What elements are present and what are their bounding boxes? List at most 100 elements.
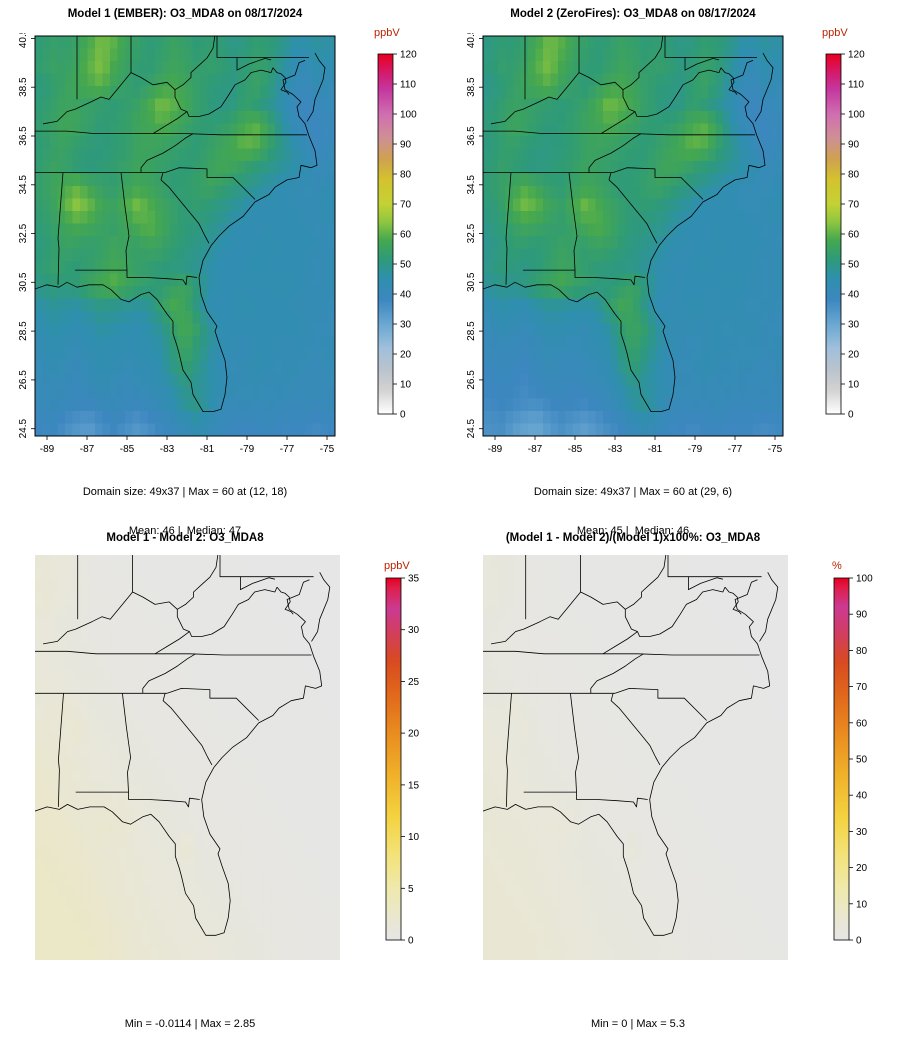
svg-text:50: 50 <box>400 260 412 271</box>
svg-text:32.5: 32.5 <box>466 223 477 243</box>
df-map-svg <box>35 555 340 960</box>
x-axis: -89 -87 -85 -83 -81 -79 -77 -75 <box>40 436 335 455</box>
caption-line2: Mean: 46 | Median: 47 <box>128 525 242 537</box>
state-outlines <box>35 36 326 412</box>
colorbar-gradient <box>385 577 402 941</box>
m1-map-svg: -89 -87 -85 -83 -81 -79 -77 -75 24.5 26.5 28.5 30.5… <box>18 28 336 455</box>
colorbar-gradient <box>825 53 842 415</box>
panel-difference: Model 1 - Model 2: O3_MDA8 ppbV 0 5 10 15 20… <box>0 520 450 1045</box>
svg-text:30: 30 <box>400 320 412 331</box>
svg-text:-85: -85 <box>568 444 583 455</box>
colorbar-ticks: 0 5 10 15 20 25 30 35 <box>401 574 420 947</box>
panel-title: Model 1 (EMBER): O3_MDA8 on 08/17/2024 <box>67 8 303 20</box>
percent-difference-heatmap-map <box>483 555 788 960</box>
panel-title: Model 1 - Model 2: O3_MDA8 <box>106 532 264 544</box>
model1-colorbar: 0 10 20 30 40 50 60 70 80 90 100 110 120 <box>372 46 428 430</box>
svg-text:70: 70 <box>848 200 860 211</box>
panel-caption: Domain size: 49x37 | Max = 60 at (29, 6)… <box>473 460 793 564</box>
svg-text:40.5: 40.5 <box>466 33 477 48</box>
colorbar-gradient <box>377 53 394 415</box>
model2-heatmap-map: -89 -87 -85 -83 -81 -79 -77 -75 24.5 26.5 28.5 30.5… <box>461 28 786 464</box>
svg-text:100: 100 <box>848 110 865 121</box>
state-outlines <box>35 555 331 936</box>
svg-text:-81: -81 <box>200 444 215 455</box>
panel-percent-difference: (Model 1 - Model 2)/(Model 1)x100%: O3_M… <box>448 520 898 1045</box>
svg-text:50: 50 <box>848 260 860 271</box>
svg-text:32.5: 32.5 <box>18 223 29 243</box>
x-axis: -89 -87 -85 -83 -81 -79 -77 -75 <box>488 436 783 455</box>
svg-text:90: 90 <box>400 140 412 151</box>
y-axis: 24.5 26.5 28.5 30.5 32.5 34.5 36.5 38.5 40.5 <box>18 28 35 439</box>
m2-map-svg: -89 -87 -85 -83 -81 -79 -77 -75 24.5 26.5 28.5 30.5… <box>466 28 784 455</box>
svg-text:-79: -79 <box>688 444 703 455</box>
svg-text:30.5: 30.5 <box>466 272 477 292</box>
heatmap-cells <box>483 36 783 436</box>
model2-colorbar: 0 10 20 30 40 50 60 70 80 90 100 110 120 <box>820 46 876 430</box>
svg-text:5: 5 <box>408 884 414 895</box>
pc-map-svg <box>483 555 788 960</box>
heatmap-cells <box>483 555 788 960</box>
svg-text:35: 35 <box>408 574 420 585</box>
svg-text:-75: -75 <box>768 444 783 455</box>
svg-text:120: 120 <box>848 50 865 61</box>
svg-text:0: 0 <box>848 410 854 421</box>
svg-text:30: 30 <box>408 625 420 636</box>
caption-line2: Mean: 45 | Median: 46 <box>576 525 690 537</box>
state-outlines <box>483 36 774 412</box>
svg-text:10: 10 <box>848 380 860 391</box>
svg-text:25: 25 <box>408 677 420 688</box>
svg-text:-77: -77 <box>280 444 295 455</box>
model1-heatmap-map: -89 -87 -85 -83 -81 -79 -77 -75 24.5 26.5 28.5 30.5… <box>13 28 338 464</box>
svg-text:24.5: 24.5 <box>466 419 477 439</box>
difference-colorbar: 0 5 10 15 20 25 30 35 <box>380 572 436 956</box>
svg-text:60: 60 <box>400 230 412 241</box>
svg-text:-83: -83 <box>608 444 623 455</box>
svg-text:30: 30 <box>848 320 860 331</box>
caption-line1: Domain size: 49x37 | Max = 60 at (12, 18… <box>82 486 288 498</box>
svg-text:10: 10 <box>408 832 420 843</box>
colorbar-ticks: 0 10 20 30 40 50 60 70 80 90 100 110 120 <box>841 50 865 421</box>
colorbar-unit-label: % <box>832 560 842 572</box>
svg-text:26.5: 26.5 <box>18 370 29 390</box>
panel-model2: Model 2 (ZeroFires): O3_MDA8 on 08/17/20… <box>448 0 898 537</box>
caption-line1: Min = -0.0114 | Max = 2.85 <box>124 1018 256 1030</box>
svg-text:-75: -75 <box>320 444 335 455</box>
svg-text:100: 100 <box>400 110 417 121</box>
caption-line1: Domain size: 49x37 | Max = 60 at (29, 6) <box>533 486 733 498</box>
svg-text:38.5: 38.5 <box>18 77 29 97</box>
svg-text:24.5: 24.5 <box>18 419 29 439</box>
svg-text:-89: -89 <box>488 444 503 455</box>
caption-line1: Min = 0 | Max = 5.3 <box>591 1018 685 1030</box>
svg-text:-87: -87 <box>80 444 95 455</box>
svg-text:-87: -87 <box>528 444 543 455</box>
panel-caption: Domain size: 49x37 | Max = 60 at (12, 18… <box>25 460 345 564</box>
m1-colorbar-svg: 0 10 20 30 40 50 60 70 80 90 100 110 120 <box>377 50 417 421</box>
colorbar-unit-label: ppbV <box>374 27 400 39</box>
state-outlines <box>483 555 779 936</box>
svg-text:-85: -85 <box>120 444 135 455</box>
svg-text:90: 90 <box>848 140 860 151</box>
svg-text:0: 0 <box>408 936 414 947</box>
percent-difference-colorbar: 0 10 20 30 40 50 60 70 80 90 100 <box>828 572 884 956</box>
svg-text:80: 80 <box>400 170 412 181</box>
svg-text:20: 20 <box>408 729 420 740</box>
svg-text:-77: -77 <box>728 444 743 455</box>
colorbar-ticks: 0 10 20 30 40 50 60 70 80 90 100 110 120 <box>393 50 417 421</box>
colorbar-gradient <box>833 577 850 941</box>
panel-model1: Model 1 (EMBER): O3_MDA8 on 08/17/2024 -… <box>0 0 450 537</box>
svg-text:36.5: 36.5 <box>466 126 477 146</box>
svg-text:36.5: 36.5 <box>18 126 29 146</box>
svg-text:34.5: 34.5 <box>466 175 477 195</box>
svg-text:70: 70 <box>400 200 412 211</box>
svg-text:40: 40 <box>848 290 860 301</box>
svg-text:20: 20 <box>400 350 412 361</box>
colorbar-unit-label: ppbV <box>384 560 410 572</box>
plot-frame <box>34 35 336 437</box>
heatmap-cells <box>35 555 340 960</box>
svg-text:80: 80 <box>848 170 860 181</box>
colorbar-unit-label: ppbV <box>822 27 848 39</box>
svg-text:-79: -79 <box>240 444 255 455</box>
